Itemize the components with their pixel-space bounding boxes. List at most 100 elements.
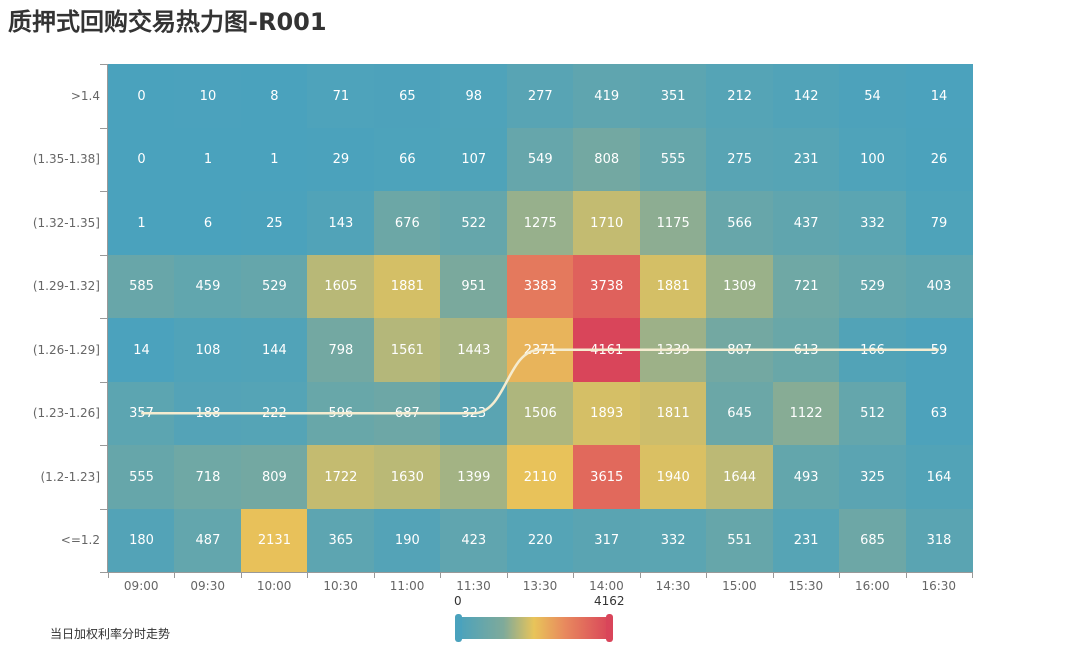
heatmap-cell[interactable]: 59 [905,318,973,382]
heatmap-cell[interactable]: 164 [905,445,973,509]
heatmap-cell[interactable]: 1893 [573,381,641,446]
heatmap-cell[interactable]: 3383 [506,254,574,319]
heatmap-cell[interactable]: 437 [772,191,840,255]
heatmap-cell[interactable]: 645 [706,381,774,446]
heatmap-cell[interactable]: 357 [108,381,175,446]
heatmap-cell[interactable]: 8 [240,64,308,128]
heatmap-cell[interactable]: 529 [839,254,907,319]
heatmap-cell[interactable]: 220 [506,508,574,573]
heatmap-cell[interactable]: 100 [839,127,907,192]
heatmap-cell[interactable]: 512 [839,381,907,446]
visual-map-min-handle[interactable] [455,614,462,642]
heatmap-cell[interactable]: 79 [905,191,973,255]
heatmap-cell[interactable]: 351 [639,64,707,128]
heatmap-cell[interactable]: 3738 [573,254,641,319]
heatmap-cell[interactable]: 807 [706,318,774,382]
heatmap-cell[interactable]: 1 [108,191,175,255]
heatmap-cell[interactable]: 190 [373,508,441,573]
heatmap-cell[interactable]: 718 [174,445,242,509]
heatmap-cell[interactable]: 66 [373,127,441,192]
heatmap-cell[interactable]: 332 [639,508,707,573]
heatmap-cell[interactable]: 1275 [506,191,574,255]
heatmap-cell[interactable]: 166 [839,318,907,382]
heatmap-cell[interactable]: 98 [440,64,508,128]
heatmap-cell[interactable]: 6 [174,191,242,255]
heatmap-cell[interactable]: 1506 [506,381,574,446]
heatmap-cell[interactable]: 1399 [440,445,508,509]
heatmap-cell[interactable]: 1605 [307,254,375,319]
heatmap-cell[interactable]: 10 [174,64,242,128]
heatmap-cell[interactable]: 142 [772,64,840,128]
heatmap-cell[interactable]: 687 [373,381,441,446]
heatmap-cell[interactable]: 332 [839,191,907,255]
heatmap-cell[interactable]: 3615 [573,445,641,509]
heatmap-cell[interactable]: 231 [772,127,840,192]
heatmap-cell[interactable]: 188 [174,381,242,446]
heatmap-cell[interactable]: 566 [706,191,774,255]
heatmap-cell[interactable]: 403 [905,254,973,319]
heatmap-cell[interactable]: 808 [573,127,641,192]
heatmap-cell[interactable]: 29 [307,127,375,192]
heatmap-cell[interactable]: 318 [905,508,973,573]
heatmap-cell[interactable]: 54 [839,64,907,128]
heatmap-cell[interactable]: 809 [240,445,308,509]
heatmap-cell[interactable]: 4161 [573,318,641,382]
heatmap-cell[interactable]: 65 [373,64,441,128]
heatmap-cell[interactable]: 1 [174,127,242,192]
heatmap-cell[interactable]: 555 [639,127,707,192]
heatmap-cell[interactable]: 1644 [706,445,774,509]
heatmap-cell[interactable]: 2371 [506,318,574,382]
heatmap-cell[interactable]: 0 [108,127,175,192]
heatmap-cell[interactable]: 613 [772,318,840,382]
heatmap-cell[interactable]: 798 [307,318,375,382]
heatmap-cell[interactable]: 180 [108,508,175,573]
heatmap-cell[interactable]: 212 [706,64,774,128]
heatmap-cell[interactable]: 529 [240,254,308,319]
heatmap-cell[interactable]: 951 [440,254,508,319]
heatmap-cell[interactable]: 144 [240,318,308,382]
heatmap-cell[interactable]: 275 [706,127,774,192]
heatmap-cell[interactable]: 1881 [373,254,441,319]
heatmap-cell[interactable]: 0 [108,64,175,128]
heatmap-cell[interactable]: 277 [506,64,574,128]
heatmap-cell[interactable]: 317 [573,508,641,573]
heatmap-cell[interactable]: 419 [573,64,641,128]
heatmap-cell[interactable]: 1 [240,127,308,192]
heatmap-cell[interactable]: 721 [772,254,840,319]
heatmap-cell[interactable]: 549 [506,127,574,192]
heatmap-cell[interactable]: 1309 [706,254,774,319]
heatmap-cell[interactable]: 2131 [240,508,308,573]
heatmap-cell[interactable]: 423 [440,508,508,573]
heatmap-cell[interactable]: 493 [772,445,840,509]
heatmap-cell[interactable]: 231 [772,508,840,573]
heatmap-cell[interactable]: 1940 [639,445,707,509]
heatmap-cell[interactable]: 459 [174,254,242,319]
heatmap-cell[interactable]: 71 [307,64,375,128]
heatmap-cell[interactable]: 325 [839,445,907,509]
heatmap-cell[interactable]: 551 [706,508,774,573]
heatmap-cell[interactable]: 63 [905,381,973,446]
heatmap-cell[interactable]: 596 [307,381,375,446]
heatmap-cell[interactable]: 14 [905,64,973,128]
heatmap-cell[interactable]: 555 [108,445,175,509]
heatmap-cell[interactable]: 487 [174,508,242,573]
heatmap-cell[interactable]: 222 [240,381,308,446]
heatmap-cell[interactable]: 1881 [639,254,707,319]
visual-map-max-handle[interactable] [606,614,613,642]
heatmap-cell[interactable]: 365 [307,508,375,573]
heatmap-cell[interactable]: 1561 [373,318,441,382]
heatmap-cell[interactable]: 676 [373,191,441,255]
heatmap-cell[interactable]: 14 [108,318,175,382]
heatmap-cell[interactable]: 1443 [440,318,508,382]
heatmap-cell[interactable]: 1811 [639,381,707,446]
heatmap-cell[interactable]: 585 [108,254,175,319]
heatmap-cell[interactable]: 1710 [573,191,641,255]
heatmap-cell[interactable]: 1630 [373,445,441,509]
legend-trend-label[interactable]: 当日加权利率分时走势 [50,627,171,641]
heatmap-cell[interactable]: 143 [307,191,375,255]
heatmap-cell[interactable]: 1339 [639,318,707,382]
heatmap-cell[interactable]: 1122 [772,381,840,446]
heatmap-cell[interactable]: 2110 [506,445,574,509]
visual-map-gradient-bar[interactable] [458,617,610,639]
heatmap-cell[interactable]: 522 [440,191,508,255]
